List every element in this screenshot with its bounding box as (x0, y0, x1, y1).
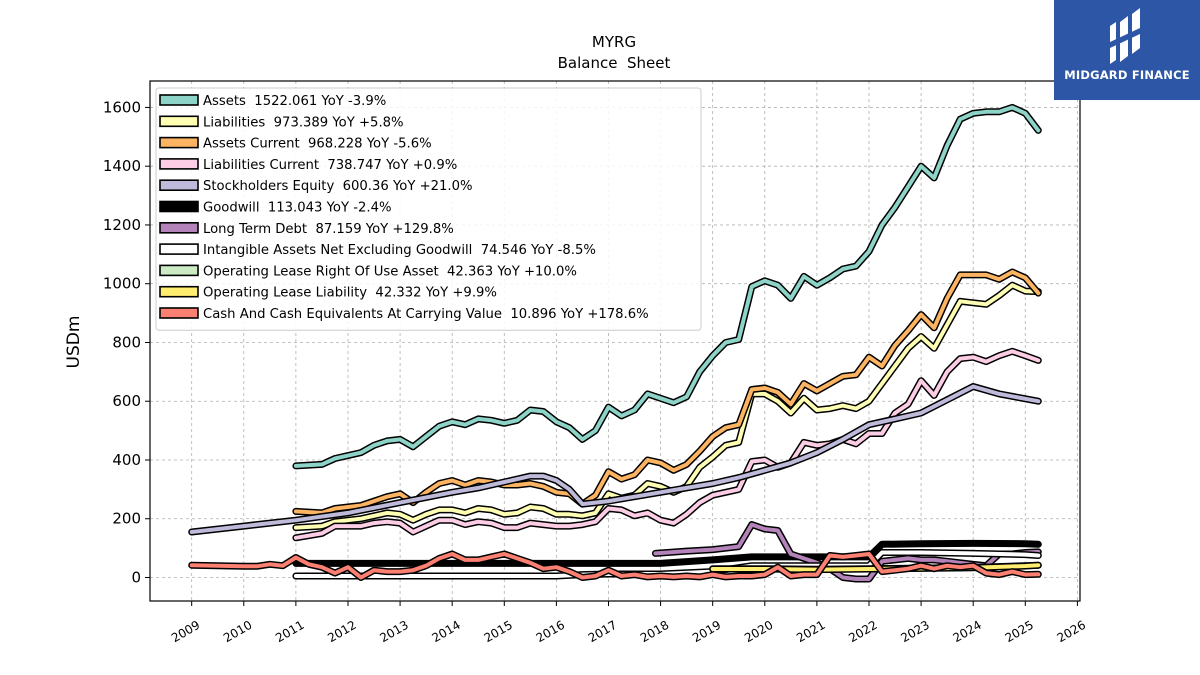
series-line-2 (292, 268, 1042, 517)
y-tick-label: 400 (112, 451, 141, 469)
legend-item: Cash And Cash Equivalents At Carrying Va… (159, 307, 649, 322)
y-tick-label: 0 (131, 568, 141, 586)
x-tick-label: 2011 (273, 618, 306, 645)
legend-swatch (159, 200, 199, 213)
legend-swatch (159, 94, 199, 106)
legend-swatch (159, 243, 199, 255)
legend-swatch (159, 285, 199, 298)
brand-name: MIDGARD FINANCE (1064, 68, 1190, 82)
brand-logo: MIDGARD FINANCE (1054, 0, 1200, 100)
x-tick-label: 2012 (325, 618, 358, 645)
legend-label: Intangible Assets Net Excluding Goodwill… (203, 243, 596, 258)
x-tick-label: 2013 (377, 618, 410, 645)
x-tick-label: 2022 (846, 618, 879, 645)
legend-item: Long Term Debt 87.159 YoY +129.8% (159, 222, 454, 237)
legend-swatch (159, 115, 199, 128)
legend-item: Assets 1522.061 YoY -3.9% (159, 94, 386, 109)
x-tick-label: 2025 (1003, 618, 1036, 645)
x-tick-label: 2014 (429, 618, 462, 645)
legend-swatch (159, 179, 199, 191)
y-tick-label: 1600 (103, 98, 141, 116)
y-tick-label: 800 (112, 333, 141, 351)
legend-item: Goodwill 113.043 YoY -2.4% (159, 200, 392, 216)
chart-subtitle: Balance Sheet (558, 54, 671, 72)
y-tick-label: 600 (112, 392, 141, 410)
x-tick-label: 2024 (950, 618, 983, 645)
y-tick-label: 200 (112, 510, 141, 528)
series-stroke (293, 105, 1041, 468)
legend: Assets 1522.061 YoY -3.9% Liabilities 973… (155, 87, 702, 331)
series-line-4 (188, 383, 1042, 536)
y-axis-label: USDm (64, 316, 84, 369)
legend-swatch (159, 222, 199, 234)
legend-label: Assets 1522.061 YoY -3.9% (203, 94, 386, 109)
x-tick-label: 2019 (690, 618, 723, 645)
legend-label: Stockholders Equity 600.36 YoY +21.0% (203, 179, 473, 194)
brand-mark-icon (1110, 8, 1140, 64)
legend-item: Operating Lease Right Of Use Asset 42.36… (159, 264, 577, 279)
series-stroke (293, 270, 1041, 515)
legend-item: Intangible Assets Net Excluding Goodwill… (159, 243, 596, 258)
series-line-10 (188, 550, 1042, 581)
series-stroke (293, 541, 1041, 566)
chart-title: MYRG (592, 33, 636, 51)
legend-label: Goodwill 113.043 YoY -2.4% (203, 201, 392, 216)
legend-label: Operating Lease Liability 42.332 YoY +9.… (203, 286, 497, 301)
series-stroke (189, 384, 1041, 534)
y-tick-label: 1200 (103, 216, 141, 234)
series-line-3 (292, 347, 1042, 542)
x-tick-label: 2023 (898, 618, 931, 645)
series-stroke (189, 552, 1041, 580)
legend-swatch (159, 264, 199, 277)
legend-swatch (159, 158, 199, 170)
x-tick-label: 2018 (638, 618, 671, 645)
legend-item: Liabilities 973.389 YoY +5.8% (159, 115, 404, 130)
y-tick-label: 1000 (103, 275, 141, 293)
x-tick-label: 2009 (169, 618, 202, 645)
legend-item: Assets Current 968.228 YoY -5.6% (159, 136, 432, 152)
legend-item: Liabilities Current 738.747 YoY +0.9% (159, 158, 457, 173)
x-tick-label: 2016 (534, 618, 567, 645)
series-stroke (293, 349, 1041, 540)
x-tick-label: 2015 (482, 618, 515, 645)
legend-label: Long Term Debt 87.159 YoY +129.8% (203, 222, 454, 237)
legend-label: Liabilities 973.389 YoY +5.8% (203, 115, 404, 130)
series-line-0 (292, 103, 1042, 470)
legend-label: Assets Current 968.228 YoY -5.6% (203, 137, 432, 152)
y-tick-label: 1400 (103, 157, 141, 175)
x-tick-label: 2026 (1055, 618, 1088, 645)
legend-swatch (159, 136, 199, 149)
x-tick-label: 2010 (221, 618, 254, 645)
legend-box (155, 87, 702, 331)
x-tick-label: 2021 (794, 618, 827, 645)
legend-label: Operating Lease Right Of Use Asset 42.36… (203, 264, 577, 279)
legend-label: Liabilities Current 738.747 YoY +0.9% (203, 158, 457, 173)
x-tick-label: 2020 (742, 618, 775, 645)
legend-item: Operating Lease Liability 42.332 YoY +9.… (159, 285, 497, 301)
legend-swatch (159, 307, 199, 319)
x-tick-label: 2017 (586, 618, 619, 645)
series-line-5 (292, 539, 1042, 567)
plot-frame (149, 80, 1081, 602)
legend-item: Stockholders Equity 600.36 YoY +21.0% (159, 179, 473, 194)
legend-label: Cash And Cash Equivalents At Carrying Va… (203, 307, 649, 322)
